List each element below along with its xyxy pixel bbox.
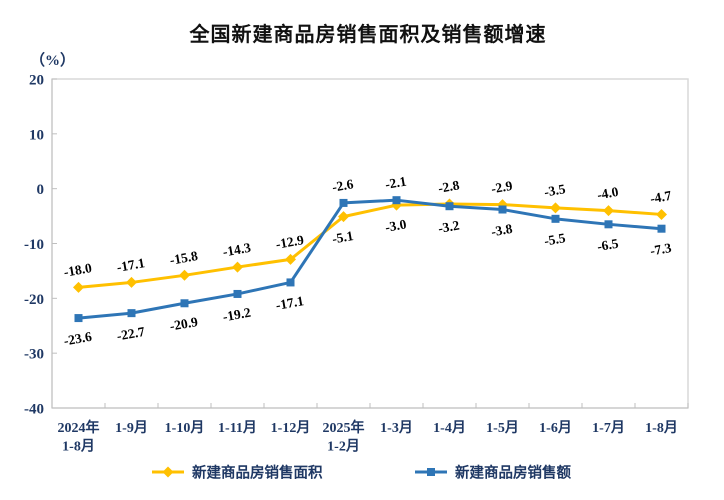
legend-swatch-area-diamond xyxy=(162,466,174,478)
x-axis-label: 1-3月 xyxy=(380,420,413,436)
marker-square xyxy=(339,198,348,207)
data-label: -3.8 xyxy=(490,221,514,240)
data-label: -17.1 xyxy=(275,293,306,313)
plot-border xyxy=(51,78,689,409)
marker-square xyxy=(127,309,136,318)
data-label: -5.5 xyxy=(543,230,567,249)
data-label: -19.2 xyxy=(222,305,253,325)
marker-diamond xyxy=(603,205,614,217)
marker-diamond xyxy=(656,208,667,220)
data-label: -6.5 xyxy=(596,236,620,255)
marker-diamond xyxy=(338,211,349,223)
data-label: -3.2 xyxy=(437,217,461,236)
marker-diamond xyxy=(550,202,561,214)
x-axis-label: 1-5月 xyxy=(486,420,519,436)
marker-diamond xyxy=(126,276,137,288)
plot-area: 20 10 0 -10 -20 -30 -40 2024年 1-8月 1-9月 1-10月 1-11月… xyxy=(24,73,689,455)
series-line-sales-amount xyxy=(77,198,663,320)
legend-label-sales-area: 新建商品房销售面积 xyxy=(192,464,323,482)
chart-title: 全国新建商品房销售面积及销售额增速 xyxy=(189,22,547,46)
data-label: -22.7 xyxy=(116,324,147,344)
legend-swatch-amount-square xyxy=(427,468,435,476)
marker-square xyxy=(657,224,666,233)
marker-square xyxy=(74,314,83,323)
legend-item-sales-area: 新建商品房销售面积 xyxy=(152,464,323,482)
data-label: -7.3 xyxy=(649,240,673,259)
y-axis-unit-label: （%） xyxy=(30,51,75,69)
data-label: -2.8 xyxy=(437,177,461,196)
data-label: -3.0 xyxy=(384,216,408,235)
x-axis-label: 1-7月 xyxy=(592,420,625,436)
data-label: -5.1 xyxy=(331,228,355,247)
data-label: -20.9 xyxy=(169,314,200,334)
series-line-sales-area xyxy=(77,202,663,289)
x-axis-label: 1-11月 xyxy=(218,420,257,436)
data-label: -23.6 xyxy=(63,329,94,349)
legend: 新建商品房销售面积 新建商品房销售额 xyxy=(152,464,571,482)
y-axis-tick-label: -30 xyxy=(24,347,44,363)
y-axis-tick-label: -10 xyxy=(24,237,44,253)
y-axis-tick-label: 20 xyxy=(29,73,44,89)
y-axis-tick-label: -40 xyxy=(24,402,44,418)
data-label: -2.6 xyxy=(331,176,355,195)
marker-diamond xyxy=(285,253,296,265)
data-label: -14.3 xyxy=(222,240,253,260)
data-label: -3.5 xyxy=(543,181,567,200)
marker-diamond xyxy=(179,269,190,281)
data-label: -2.9 xyxy=(490,178,514,197)
marker-square xyxy=(233,289,242,298)
data-label: -15.8 xyxy=(169,248,200,268)
x-axis-label: 1-12月 xyxy=(271,420,311,436)
data-label: -4.0 xyxy=(596,184,620,203)
legend-label-sales-amount: 新建商品房销售额 xyxy=(455,464,571,482)
marker-diamond xyxy=(232,261,243,273)
marker-square xyxy=(604,220,613,229)
marker-square xyxy=(551,214,560,223)
marker-square xyxy=(498,205,507,214)
marker-diamond xyxy=(73,281,84,293)
y-axis-tick-label: -20 xyxy=(24,292,44,308)
x-axis-label: 2024年 1-8月 xyxy=(58,419,100,455)
marker-square xyxy=(445,202,454,211)
x-axis-label: 2025年 1-2月 xyxy=(323,419,365,455)
x-axis-label: 1-9月 xyxy=(115,420,148,436)
x-axis-label: 1-10月 xyxy=(165,420,205,436)
marker-square xyxy=(392,196,401,205)
marker-square xyxy=(180,299,189,308)
data-label: -18.0 xyxy=(63,260,94,280)
data-label: -12.9 xyxy=(275,232,306,252)
x-axis-label: 1-6月 xyxy=(539,420,572,436)
data-label: -2.1 xyxy=(384,173,408,192)
marker-square xyxy=(286,278,295,287)
legend-item-sales-amount: 新建商品房销售额 xyxy=(415,464,571,482)
y-axis-tick-label: 0 xyxy=(37,182,45,198)
x-axis-label: 1-4月 xyxy=(433,420,466,436)
y-axis-tick-label: 10 xyxy=(29,127,44,143)
data-label: -17.1 xyxy=(116,255,147,275)
data-label: -4.7 xyxy=(649,188,673,207)
x-axis-label: 1-8月 xyxy=(645,420,678,436)
